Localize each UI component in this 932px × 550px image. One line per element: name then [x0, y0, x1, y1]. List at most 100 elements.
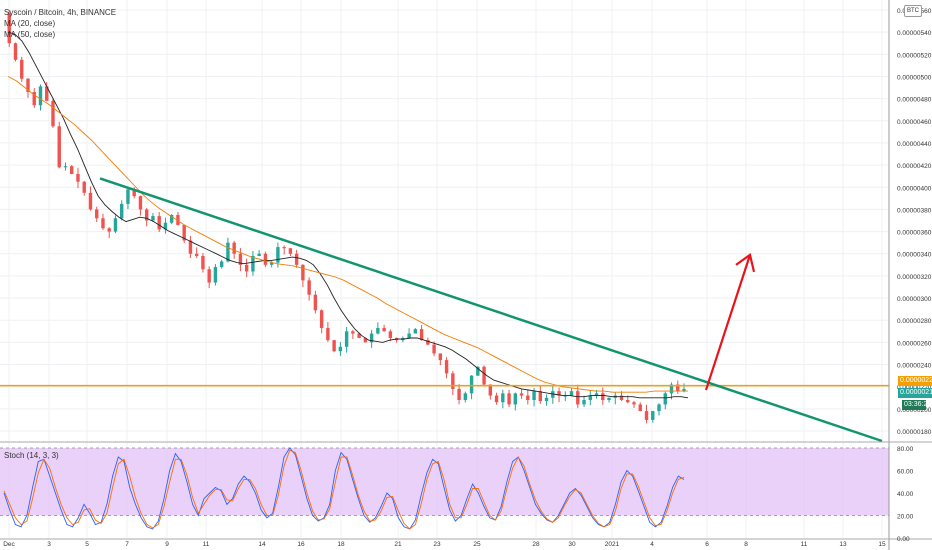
- candle-body: [88, 192, 93, 210]
- x-tick-label: 18: [337, 541, 345, 548]
- ma20-line: [7, 31, 689, 399]
- stoch-tick-label: 80.00: [897, 446, 914, 453]
- y-tick-label: 0.00000300: [897, 296, 932, 303]
- y-tick-label: 0.00000420: [897, 163, 932, 170]
- y-tick-label: 0.00000540: [897, 30, 932, 37]
- candle-body: [363, 337, 368, 343]
- unit-badge[interactable]: BTC: [904, 5, 922, 17]
- candle-body: [444, 360, 449, 374]
- candle-body: [144, 209, 149, 221]
- x-tick-label: 14: [258, 541, 266, 548]
- candle-body: [519, 393, 524, 396]
- y-tick-label: 0.00000280: [897, 318, 932, 325]
- candle-body: [557, 391, 561, 396]
- candle-body: [45, 86, 49, 101]
- candle-body: [382, 327, 386, 332]
- candle-body: [507, 393, 511, 405]
- x-tick-label: 11: [203, 541, 210, 548]
- candle-body: [70, 166, 74, 174]
- x-tick-label: 13: [839, 541, 847, 548]
- y-tick-label: 0.00000500: [897, 74, 932, 81]
- candle-body: [419, 329, 424, 341]
- candle-body: [82, 181, 86, 193]
- candle-body: [413, 329, 418, 334]
- candle-body: [619, 395, 624, 401]
- candle-body: [32, 91, 36, 106]
- x-tick-label: 11: [801, 541, 808, 548]
- candle-body: [182, 224, 186, 241]
- candle-body: [407, 333, 411, 338]
- x-tick-label: 28: [532, 541, 540, 548]
- candle-body: [113, 218, 118, 232]
- candle-body: [213, 267, 218, 283]
- candle-body: [626, 400, 630, 403]
- candle-body: [632, 402, 636, 405]
- ma50-legend[interactable]: MA (50, close): [4, 30, 56, 39]
- candle-body: [582, 400, 586, 405]
- candle-body: [669, 384, 674, 394]
- moving-averages: [7, 31, 689, 399]
- candle-body: [376, 327, 380, 334]
- candle-body: [269, 262, 274, 265]
- x-tick-label: 4: [650, 541, 654, 548]
- candle-body: [138, 196, 143, 210]
- candle-body: [38, 86, 43, 106]
- stoch-k-line: [3, 447, 685, 530]
- candle-body: [432, 344, 436, 354]
- candle-body: [120, 203, 124, 219]
- candle-body: [188, 240, 193, 254]
- drawings[interactable]: [0, 177, 889, 443]
- candle-body: [244, 264, 249, 272]
- candle-body: [638, 404, 642, 412]
- candle-body: [351, 331, 355, 334]
- candle-body: [194, 253, 199, 256]
- candle-body: [263, 253, 268, 265]
- candle-body: [657, 404, 661, 412]
- x-tick-label: 21: [394, 541, 402, 548]
- candle-body: [169, 214, 174, 223]
- candle-body: [476, 366, 480, 376]
- candle-body: [644, 411, 649, 420]
- candle-body: [257, 253, 261, 256]
- candle-body: [501, 393, 505, 403]
- y-tick-label: 0.00000480: [897, 97, 932, 104]
- stoch-legend[interactable]: Stoch (14, 3, 3): [4, 451, 59, 460]
- candle-body: [313, 294, 318, 311]
- candle-body: [207, 269, 211, 283]
- y-tick-label: 0.00000440: [897, 141, 932, 148]
- y-tick-label: 0.00000260: [897, 340, 932, 347]
- candle-body: [544, 397, 549, 402]
- candle-body: [126, 189, 130, 204]
- candle-body: [95, 209, 99, 219]
- candle-body: [469, 375, 474, 394]
- stoch-tick-label: 40.00: [897, 491, 914, 498]
- y-tick-label: 0.00000240: [897, 363, 932, 370]
- candle-body: [601, 393, 605, 401]
- x-tick-label: 15: [878, 541, 886, 548]
- candle-body: [513, 393, 518, 405]
- candle-body: [538, 391, 543, 402]
- x-tick-label: 16: [297, 541, 305, 548]
- y-tick-label: 0.00000360: [897, 230, 932, 237]
- candle-body: [563, 395, 567, 397]
- symbol-legend[interactable]: Syscoin / Bitcoin, 4h, BINANCE: [4, 8, 117, 17]
- candle-body: [438, 353, 443, 361]
- x-tick-label: 23: [433, 541, 441, 548]
- candle-body: [319, 310, 324, 328]
- x-tick-label: 7: [125, 541, 129, 548]
- candle-body: [176, 214, 180, 225]
- x-tick-label: 8: [744, 541, 748, 548]
- candle-body: [282, 247, 286, 249]
- y-tick-label: 0.00000380: [897, 207, 932, 214]
- stoch-d-line: [3, 449, 685, 530]
- candle-body: [494, 395, 499, 403]
- candle-body: [132, 189, 136, 197]
- candle-body: [7, 13, 11, 44]
- ma20-legend[interactable]: MA (20, close): [4, 19, 56, 28]
- candle-body: [307, 280, 311, 295]
- candle-body: [163, 222, 168, 230]
- candle-body: [151, 216, 155, 221]
- candle-body: [101, 218, 105, 229]
- candle-body: [357, 333, 361, 338]
